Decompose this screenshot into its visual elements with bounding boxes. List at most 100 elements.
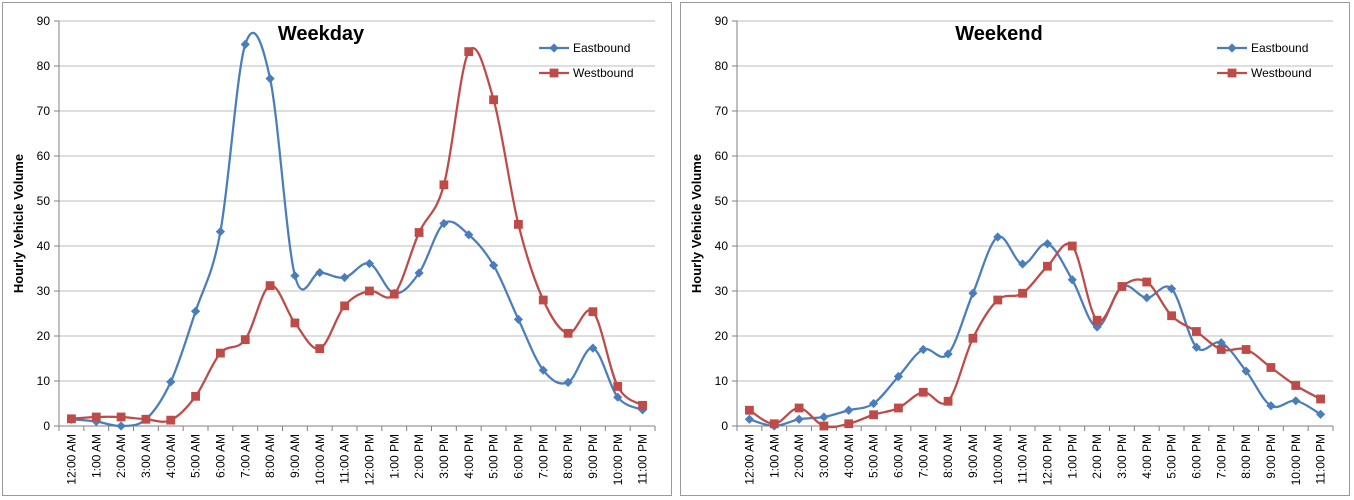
x-tick-label: 10:00 PM — [611, 434, 625, 485]
x-tick-label: 7:00 AM — [238, 434, 252, 478]
data-point — [1167, 311, 1176, 321]
data-point — [265, 281, 275, 290]
legend-marker — [1227, 68, 1237, 78]
x-tick-label: 12:00 PM — [362, 434, 376, 485]
x-tick-label: 3:00 PM — [1115, 434, 1129, 479]
data-point — [315, 344, 325, 353]
data-point — [1117, 282, 1127, 291]
data-point — [588, 343, 598, 353]
data-point — [389, 289, 399, 299]
legend-label-westbound: Westbound — [1251, 66, 1312, 80]
data-point — [67, 414, 76, 424]
series-line-westbound — [748, 242, 1322, 429]
data-point — [1266, 363, 1276, 372]
data-point — [514, 220, 523, 229]
y-tick-label: 30 — [715, 284, 729, 298]
data-point — [364, 258, 375, 269]
data-point — [1142, 293, 1152, 303]
data-point — [563, 328, 573, 338]
x-tick-label: 1:00 PM — [387, 434, 401, 479]
data-point — [844, 419, 854, 429]
x-tick-label: 8:00 AM — [263, 434, 277, 478]
weekday-chart-panel: 0 10 20 30 40 50 60 70 80 90 12:00 AM 1:00 AM 2:00 A… — [2, 2, 672, 496]
x-tick-label: 12:00 PM — [1040, 434, 1054, 485]
y-tick-label: 50 — [715, 194, 729, 208]
y-axis-label: Hourly Vehicle Volume — [689, 154, 704, 293]
x-tick-label: 9:00 AM — [288, 434, 302, 478]
y-tick-label: 20 — [37, 329, 51, 343]
data-point — [290, 271, 300, 281]
y-tick-label: 10 — [715, 374, 729, 388]
x-tick-label: 6:00 PM — [1189, 434, 1203, 479]
weekend-chart-panel: 0 10 20 30 40 50 60 70 80 90 12:00 AM 1:00 AM 2:00 A… — [680, 2, 1350, 496]
x-tick-label: 2:00 AM — [792, 434, 806, 478]
x-tick-label: 9:00 AM — [966, 434, 980, 478]
chart-title: Weekend — [955, 23, 1042, 45]
data-point — [613, 382, 623, 391]
data-point — [745, 405, 754, 415]
weekday-chart: 0 10 20 30 40 50 60 70 80 90 12:00 AM 1:00 AM 2:00 A… — [11, 14, 656, 485]
data-point — [365, 286, 374, 296]
x-tick-label: 12:00 AM — [742, 434, 756, 485]
data-point — [1166, 284, 1177, 294]
data-point — [91, 412, 101, 422]
data-point — [166, 377, 176, 387]
data-point — [794, 414, 804, 424]
x-tick-label: 5:00 PM — [1165, 434, 1179, 479]
data-point — [141, 414, 151, 424]
y-tick-label: 60 — [715, 149, 729, 163]
data-point — [166, 415, 176, 425]
data-point — [769, 419, 779, 429]
series-eastbound — [66, 31, 648, 431]
data-point — [1092, 315, 1102, 325]
data-point — [993, 295, 1003, 305]
data-point — [1018, 288, 1027, 298]
data-point — [439, 218, 449, 229]
x-tick-label: 12:00 AM — [64, 434, 78, 485]
x-tick-label: 5:00 PM — [487, 434, 501, 479]
data-point — [1042, 239, 1053, 249]
series-eastbound — [744, 232, 1326, 431]
x-tick-label: 4:00 PM — [462, 434, 476, 479]
data-point — [216, 348, 225, 358]
x-tick-label: 1:00 AM — [89, 434, 103, 478]
x-tick-label: 10:00 AM — [991, 434, 1005, 485]
data-point — [1291, 381, 1301, 390]
legend-marker — [1227, 43, 1237, 53]
data-point — [1043, 261, 1052, 271]
x-tick-label: 2:00 PM — [1090, 434, 1104, 479]
series-line-eastbound — [71, 31, 644, 428]
x-tick-label: 6:00 AM — [213, 434, 227, 478]
x-tick-label: 2:00 PM — [412, 434, 426, 479]
data-point — [191, 391, 200, 401]
data-point — [563, 377, 573, 387]
data-point — [190, 306, 201, 316]
y-tick-label: 70 — [37, 104, 51, 118]
x-tick-label: 9:00 PM — [1264, 434, 1278, 479]
x-tick-label: 11:00 AM — [1016, 434, 1030, 484]
y-tick-label: 0 — [721, 419, 728, 433]
data-point — [638, 400, 647, 410]
data-point — [1191, 342, 1202, 352]
y-tick-label: 90 — [715, 14, 729, 28]
data-point — [489, 95, 498, 105]
data-point — [1315, 409, 1326, 419]
data-point — [240, 39, 250, 49]
data-point — [290, 318, 300, 328]
x-tick-label: 11:00 PM — [636, 434, 650, 484]
legend-marker — [549, 68, 559, 78]
data-point — [116, 421, 126, 431]
y-tick-label: 20 — [715, 329, 729, 343]
x-tick-label: 3:00 PM — [437, 434, 451, 479]
legend-label-westbound: Westbound — [573, 66, 634, 80]
data-point — [1017, 259, 1028, 269]
legend-marker — [549, 43, 559, 53]
x-tick-label: 9:00 PM — [586, 434, 600, 479]
y-tick-label: 80 — [715, 59, 729, 73]
x-tick-label: 1:00 PM — [1065, 434, 1079, 479]
x-tick-label: 7:00 PM — [536, 434, 550, 479]
x-tick-label: 3:00 AM — [139, 434, 153, 478]
data-point — [538, 295, 548, 305]
data-point — [464, 230, 474, 240]
x-tick-label: 1:00 AM — [767, 434, 781, 478]
